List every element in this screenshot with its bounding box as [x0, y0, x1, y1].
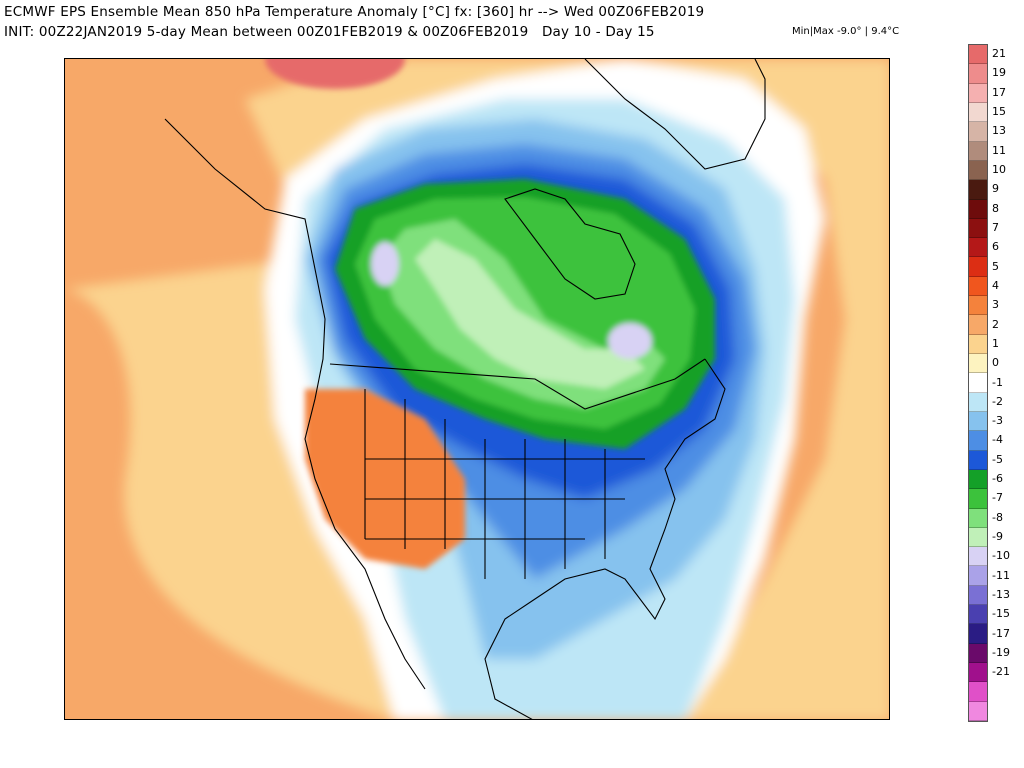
color-scale-cell [969, 392, 987, 412]
map-canvas [65, 59, 889, 719]
us-canada-border [329, 358, 706, 410]
color-scale-label: -21 [992, 665, 1010, 679]
greenland-coast [584, 59, 766, 170]
color-scale-cell [969, 489, 987, 509]
color-scale-cell [969, 469, 987, 490]
color-scale-label: -11 [992, 568, 1010, 582]
chart-subtitle: INIT: 00Z22JAN2019 5-day Mean between 00… [4, 24, 655, 40]
color-scale-cell [969, 682, 987, 702]
color-scale-cell [969, 508, 987, 528]
color-scale-label: -17 [992, 626, 1010, 640]
color-scale-cell [969, 547, 987, 567]
color-scale-cell [969, 605, 987, 625]
color-scale-label: -2 [992, 394, 1003, 408]
color-scale-cell [969, 431, 987, 451]
color-scale-cell [969, 527, 987, 548]
political-boundaries [164, 59, 766, 719]
color-scale-label: 0 [992, 356, 999, 370]
color-scale-label: -4 [992, 433, 1003, 447]
warm-band-light [65, 59, 889, 719]
color-scale-label: 21 [992, 47, 1006, 61]
min-max-readout: Min|Max -9.0° | 9.4°C [792, 26, 900, 37]
color-scale-cell [969, 334, 987, 355]
color-scale-cell [969, 141, 987, 161]
color-scale-cell [969, 218, 987, 239]
color-scale-cell [969, 585, 987, 606]
coldest-pocket-bc [371, 242, 399, 286]
color-scale-label: 11 [992, 143, 1006, 157]
color-scale-label: -6 [992, 472, 1003, 486]
color-scale-cell [969, 160, 987, 181]
color-scale-bar [968, 44, 988, 722]
color-scale-cell [969, 411, 987, 432]
color-scale-cell [969, 83, 987, 103]
cold-zone-4 [415, 239, 645, 389]
color-scale-label: -5 [992, 452, 1003, 466]
color-scale-label: 9 [992, 182, 999, 196]
color-scale-label: 10 [992, 163, 1006, 177]
color-scale-cell [969, 315, 987, 335]
color-scale-label: -15 [992, 607, 1010, 621]
color-scale-label: -19 [992, 645, 1010, 659]
color-scale-cell [969, 276, 987, 297]
color-scale-cell [969, 199, 987, 219]
color-scale-label: -9 [992, 530, 1003, 543]
pacific-coastline [164, 118, 426, 690]
color-scale-label: 2 [992, 317, 999, 331]
color-scale-cell [969, 45, 987, 65]
us-state-lines [364, 389, 645, 579]
color-scale-label: 13 [992, 124, 1006, 138]
color-scale-label: 19 [992, 66, 1006, 80]
color-scale-cell [969, 643, 987, 664]
color-scale-label: 7 [992, 220, 999, 234]
color-scale-label: -10 [992, 549, 1010, 563]
coldest-pocket-quebec [608, 323, 652, 359]
color-scale-cell [969, 180, 987, 200]
hot-spot-alaska [265, 59, 405, 89]
color-scale-label: -1 [992, 375, 1003, 389]
color-scale-label: -7 [992, 491, 1003, 505]
color-scale-label: 15 [992, 105, 1006, 119]
color-scale-label: -3 [992, 414, 1003, 428]
color-scale-label: 8 [992, 201, 999, 215]
color-scale-cell [969, 663, 987, 683]
color-scale-label: 6 [992, 240, 999, 254]
color-scale-label: 3 [992, 298, 999, 312]
color-scale-cell [969, 450, 987, 470]
atlantic-coastline [484, 358, 726, 719]
hudson-bay [504, 188, 636, 300]
color-scale-cell [969, 122, 987, 142]
warm-southwest-us [305, 389, 465, 569]
color-scale-label: 17 [992, 85, 1006, 99]
color-scale-cell [969, 257, 987, 277]
color-scale-cell [969, 624, 987, 644]
color-scale-cell [969, 566, 987, 586]
chart-title: ECMWF EPS Ensemble Mean 850 hPa Temperat… [4, 4, 705, 20]
color-scale-label: 5 [992, 259, 999, 273]
color-scale-cell [969, 354, 987, 374]
color-scale-label: 1 [992, 336, 999, 350]
color-scale-cell [969, 102, 987, 123]
color-scale-cell [969, 238, 987, 258]
color-scale-label: -8 [992, 510, 1003, 524]
color-scale-cell [969, 64, 987, 84]
color-scale-cell [969, 373, 987, 393]
color-scale-label: -13 [992, 587, 1010, 601]
color-scale-cell [969, 701, 987, 721]
color-scale-label: 4 [992, 278, 999, 292]
color-scale-cell [969, 296, 987, 316]
anomaly-map [64, 58, 890, 720]
